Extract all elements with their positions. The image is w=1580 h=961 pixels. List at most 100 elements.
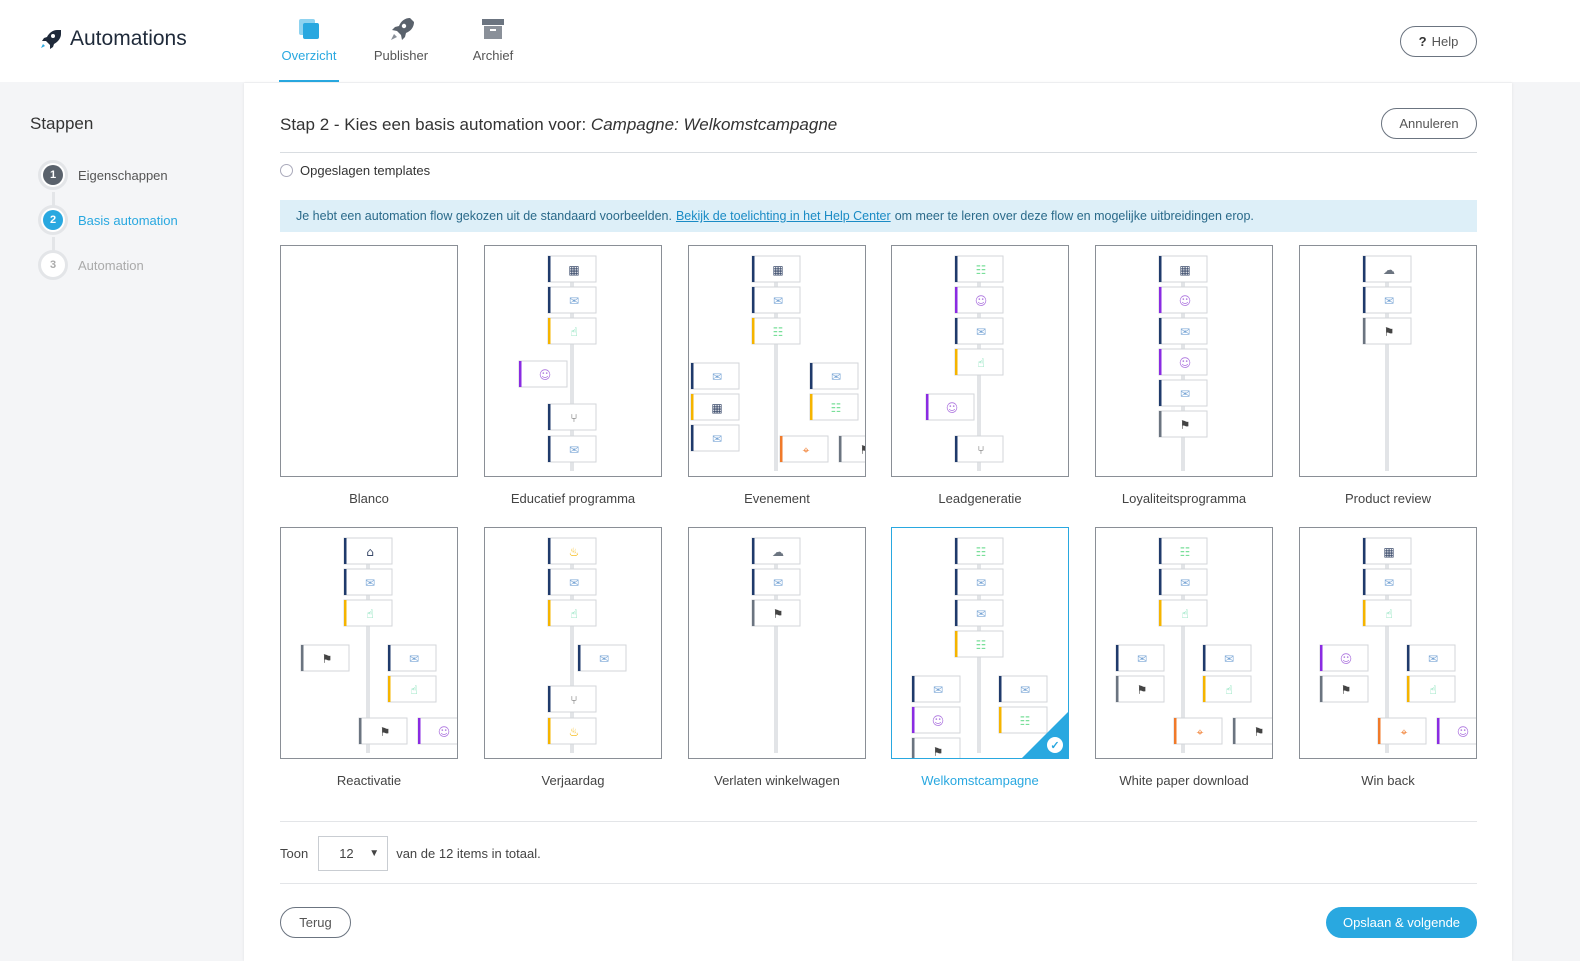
- flow-node: ♨: [547, 537, 597, 565]
- template-card[interactable]: ▦ ✉ ☝ ☺ ✉ ⚑ ☝ ⌖ ☺ Win back: [1299, 527, 1477, 788]
- question-icon: ?: [1418, 34, 1427, 49]
- flow-node: ☝: [954, 348, 1004, 376]
- page-size-select[interactable]: 12 ▼: [318, 836, 389, 871]
- flow-node: ✉: [1158, 568, 1208, 596]
- flow-node: ✉: [1406, 644, 1456, 672]
- template-card[interactable]: ▦ ✉ ☷ ✉ ✉ ▦ ☷ ✉ ⌖ ⚑ Evenement: [688, 245, 866, 506]
- flow-node: ✉: [1362, 286, 1412, 314]
- mail-icon: ✉: [1224, 652, 1234, 666]
- saved-templates-radio[interactable]: Opgeslagen templates: [280, 163, 430, 178]
- mail-icon: ✉: [1020, 683, 1030, 697]
- back-button[interactable]: Terug: [280, 907, 351, 938]
- flow-node: ✉: [547, 286, 597, 314]
- step-number: 2: [43, 210, 63, 230]
- mail-icon: ✉: [712, 432, 722, 446]
- template-preview: ☷ ☺ ✉ ☝ ☺ ⑂: [891, 245, 1069, 477]
- help-center-link[interactable]: Bekijk de toelichting in het Help Center: [675, 209, 891, 223]
- step-eigenschappen[interactable]: 1 Eigenschappen: [38, 160, 168, 190]
- flow-node: ▦: [547, 255, 597, 283]
- cake-icon: ♨: [569, 725, 580, 739]
- flow-node: ☺: [954, 286, 1004, 314]
- user-icon: ☺: [438, 725, 451, 739]
- cal-icon: ▦: [1179, 263, 1190, 277]
- user-icon: ☺: [946, 401, 959, 415]
- flow-node: ☺: [1319, 644, 1369, 672]
- help-button[interactable]: ? Help: [1400, 26, 1477, 57]
- flow-node: ⑂: [547, 685, 597, 713]
- rocket-logo-icon: [41, 30, 61, 49]
- step-label: Eigenschappen: [78, 167, 168, 183]
- mail-icon: ✉: [773, 576, 783, 590]
- flow-diagram: ☷✉✉☷✉ ✉☺ ☷⚑: [911, 537, 1048, 758]
- flow-node: ☝: [547, 599, 597, 627]
- flow-node: ✉: [577, 644, 627, 672]
- cal-icon: ▦: [568, 263, 579, 277]
- mail-icon: ✉: [409, 652, 419, 666]
- flow-diagram: ☁ ✉ ⚑: [751, 537, 801, 753]
- flow-node: ☝: [1202, 675, 1252, 703]
- template-card[interactable]: Blanco: [280, 245, 458, 506]
- template-preview: ☷ ✉ ✉ ☷ ✉ ✉ ☺ ☷ ⚑ ✓: [891, 527, 1069, 759]
- save-next-button[interactable]: Opslaan & volgende: [1326, 907, 1477, 938]
- flow-node: ✉: [343, 568, 393, 596]
- template-preview: ▦ ✉ ☝ ☺ ✉ ⚑ ☝ ⌖ ☺: [1299, 527, 1477, 759]
- mail-icon: ✉: [569, 576, 579, 590]
- flow-node: ☷: [954, 537, 1004, 565]
- flow-node: ⚑: [300, 644, 350, 672]
- flow-diagram: [281, 246, 457, 476]
- campaign-name: Campagne: Welkomstcampagne: [590, 115, 838, 134]
- main-nav: Overzicht Publisher Archief: [279, 0, 555, 82]
- top-bar: Automations Overzicht Publisher Archi: [0, 0, 1580, 82]
- tab-overzicht[interactable]: Overzicht: [279, 0, 339, 82]
- flow-node: ☷: [809, 393, 859, 421]
- template-card[interactable]: ⌂ ✉ ☝ ⚑ ✉ ☝ ⚑ ☺ Reactivatie: [280, 527, 458, 788]
- flow-node: ⌖: [779, 435, 829, 463]
- flow-diagram: ☁ ✉ ⚑: [1362, 255, 1412, 471]
- flow-node: ⚑: [751, 599, 801, 627]
- hand-icon: ☝: [1429, 683, 1436, 697]
- flow-node: ☝: [1362, 599, 1412, 627]
- cloud-icon: ☁: [1383, 263, 1395, 277]
- template-preview: ▦ ☺ ✉ ☺ ✉ ⚑: [1095, 245, 1273, 477]
- step-number: 3: [43, 255, 63, 275]
- flow-node: ✉: [1158, 379, 1208, 407]
- mail-icon: ✉: [933, 683, 943, 697]
- archive-icon: [482, 19, 504, 39]
- template-card[interactable]: ▦ ✉ ☝ ☺ ⑂ ✉ Educatief programma: [484, 245, 662, 506]
- template-card[interactable]: ♨ ✉ ☝ ✉ ⑂ ♨ Verjaardag: [484, 527, 662, 788]
- page-title: Stap 2 - Kies een basis automation voor:…: [280, 115, 837, 135]
- tab-archief[interactable]: Archief: [463, 0, 523, 82]
- divider: [280, 152, 1477, 153]
- check-icon: ✓: [1047, 737, 1063, 753]
- brand: Automations: [38, 27, 187, 51]
- template-card[interactable]: ☁ ✉ ⚑ Verlaten winkelwagen: [688, 527, 866, 788]
- mail-icon: ✉: [976, 576, 986, 590]
- flow-node: ☁: [1362, 255, 1412, 283]
- flow-node: ☷: [954, 630, 1004, 658]
- template-card[interactable]: ☁ ✉ ⚑ Product review: [1299, 245, 1477, 506]
- divider: [280, 883, 1477, 884]
- template-card[interactable]: ☷ ✉ ✉ ☷ ✉ ✉ ☺ ☷ ⚑ ✓ Welkomstcampagne: [891, 527, 1069, 788]
- template-preview: ♨ ✉ ☝ ✉ ⑂ ♨: [484, 527, 662, 759]
- doc-icon: ☷: [773, 325, 784, 339]
- tab-publisher[interactable]: Publisher: [371, 0, 431, 82]
- flow-node: ☝: [343, 599, 393, 627]
- template-card[interactable]: ☷ ☺ ✉ ☝ ☺ ⑂ Leadgeneratie: [891, 245, 1069, 506]
- flow-node: ⚑: [1232, 717, 1272, 745]
- template-card[interactable]: ☷ ✉ ☝ ✉ ✉ ⚑ ☝ ⌖ ⚑ White paper download: [1095, 527, 1273, 788]
- step-automation: 3 Automation: [38, 250, 144, 280]
- flow-node: ⚑: [911, 737, 961, 758]
- flow-diagram: ▦ ✉ ☝ ☺ ✉ ⚑ ☝ ⌖ ☺: [1319, 537, 1476, 753]
- flow-node: ▦: [1158, 255, 1208, 283]
- template-preview: ☁ ✉ ⚑: [1299, 245, 1477, 477]
- step-basis-automation[interactable]: 2 Basis automation: [38, 205, 178, 235]
- template-card[interactable]: ▦ ☺ ✉ ☺ ✉ ⚑ Loyaliteitsprogramma: [1095, 245, 1273, 506]
- flow-node: ☺: [518, 360, 568, 388]
- overview-icon: [299, 19, 319, 39]
- mail-icon: ✉: [773, 294, 783, 308]
- radio-circle[interactable]: [280, 164, 293, 177]
- selected-corner: [1022, 712, 1068, 758]
- cancel-button[interactable]: Annuleren: [1381, 108, 1477, 139]
- flow-node: ☺: [417, 717, 457, 745]
- steps-heading: Stappen: [30, 114, 94, 133]
